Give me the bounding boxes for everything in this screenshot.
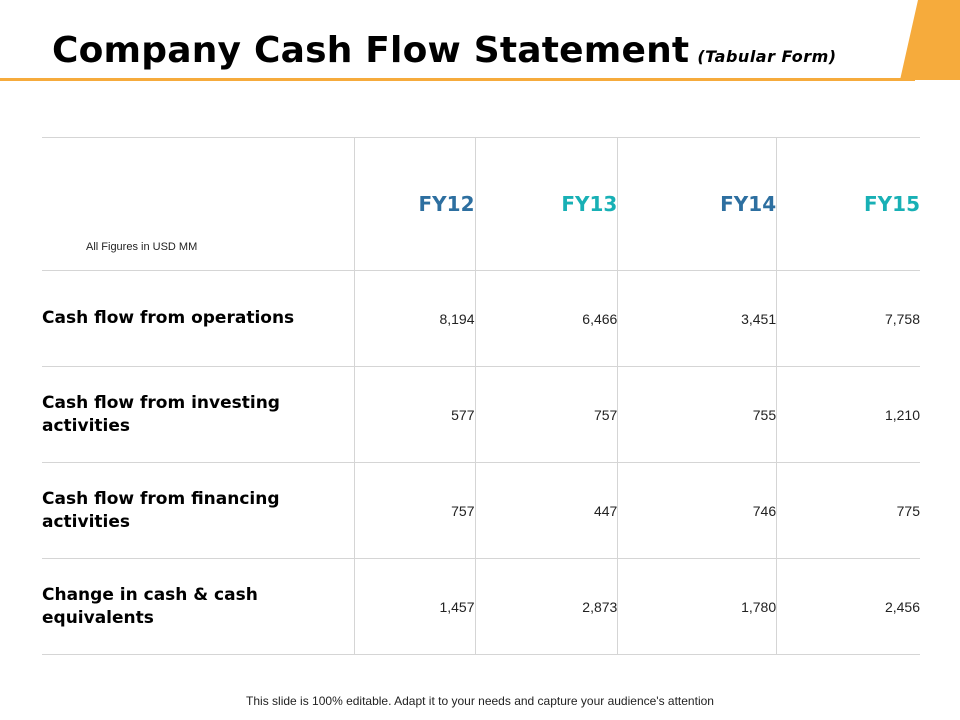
cell-value: 1,457 (354, 558, 476, 655)
figures-note: All Figures in USD MM (86, 241, 198, 253)
column-header-fy13: FY13 (475, 137, 619, 271)
column-header-fy15: FY15 (864, 192, 920, 216)
cell-value: 1,780 (617, 558, 778, 655)
cash-flow-table: All Figures in USD MM FY12 FY13 FY14 FY1… (42, 137, 920, 655)
cell-value: 7,758 (884, 310, 920, 327)
table-row: Cash flow from investing activities 577 … (42, 366, 920, 463)
cell-value: 2,456 (884, 598, 920, 615)
table-row: Cash flow from operations 8,194 6,466 3,… (42, 270, 920, 367)
table-row: Change in cash & cash equivalents 1,457 … (42, 558, 920, 655)
footer-note: This slide is 100% editable. Adapt it to… (246, 694, 714, 708)
header-note-cell: All Figures in USD MM (42, 137, 355, 271)
title-text: Company Cash Flow Statement (52, 30, 690, 71)
corner-accent (900, 0, 960, 80)
title-underline (0, 78, 915, 81)
row-label-financing: Cash flow from financing activities (42, 462, 355, 559)
cell-value: 757 (354, 462, 476, 559)
row-label-investing: Cash flow from investing activities (42, 366, 355, 463)
page-subtitle: (Tabular Form) (697, 47, 837, 66)
table-row: Cash flow from financing activities 757 … (42, 462, 920, 559)
cell-value: 757 (475, 366, 619, 463)
page-title: Company Cash Flow Statement (Tabular Form… (52, 28, 837, 80)
cell-value: 755 (617, 366, 778, 463)
cell-value: 577 (354, 366, 476, 463)
cell-value: 775 (896, 502, 920, 519)
cell-value: 6,466 (475, 270, 619, 367)
column-header-fy14: FY14 (617, 137, 778, 271)
table-header-row: All Figures in USD MM FY12 FY13 FY14 FY1… (42, 137, 920, 271)
column-header-fy12: FY12 (354, 137, 476, 271)
row-label-change-in-cash: Change in cash & cash equivalents (42, 558, 355, 655)
cell-value: 8,194 (354, 270, 476, 367)
cell-value: 3,451 (617, 270, 778, 367)
cell-value: 746 (617, 462, 778, 559)
cell-value: 1,210 (884, 406, 920, 423)
cell-value: 447 (475, 462, 619, 559)
cell-value: 2,873 (475, 558, 619, 655)
row-label-operations: Cash flow from operations (42, 270, 355, 367)
